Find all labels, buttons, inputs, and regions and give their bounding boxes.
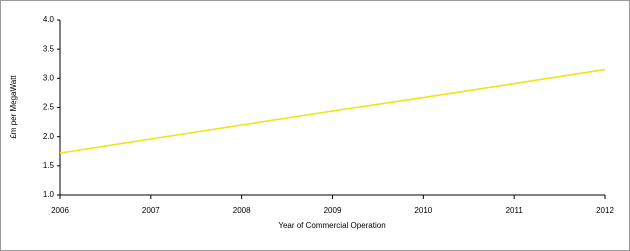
x-tick-label: 2007	[142, 206, 160, 215]
y-tick-label: 3.0	[43, 73, 55, 82]
x-tick-label: 2009	[324, 206, 342, 215]
x-tick-label: 2006	[51, 206, 69, 215]
y-tick-label: 3.5	[43, 44, 55, 53]
x-axis-title: Year of Commercial Operation	[278, 221, 385, 230]
x-tick-label: 2008	[233, 206, 251, 215]
y-tick-label: 4.0	[43, 15, 55, 24]
y-tick-label: 1.5	[43, 161, 55, 170]
line	[59, 68, 606, 154]
x-tick-label: 2012	[596, 206, 614, 215]
x-tick-label: 2011	[506, 206, 524, 215]
y-tick-label: 2.5	[43, 103, 55, 112]
y-tick-label: 1.0	[43, 190, 55, 199]
y-tick-label: 2.0	[43, 132, 55, 141]
y-axis-title: £m per MegaWatt	[9, 75, 18, 139]
x-tick-label: 2010	[414, 206, 432, 215]
